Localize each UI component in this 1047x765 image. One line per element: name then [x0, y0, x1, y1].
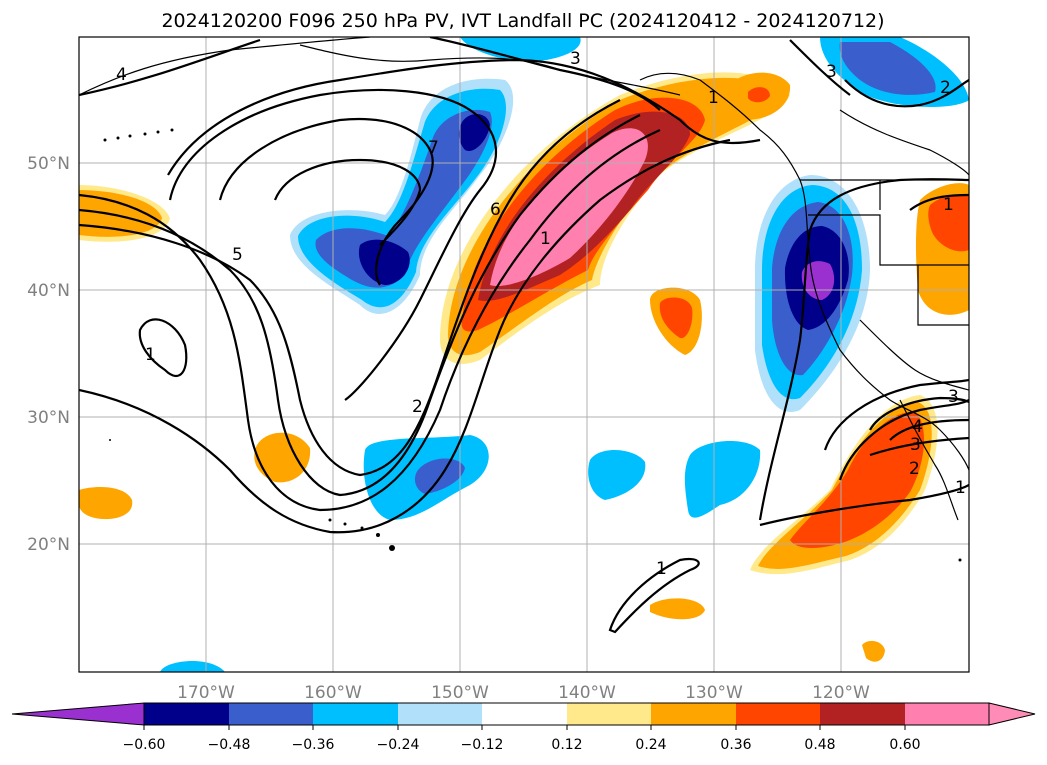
lon-tick-label: 130°W: [685, 683, 743, 703]
coastlines: [79, 37, 969, 521]
contour-label: 3: [826, 62, 837, 82]
contour-label: 1: [708, 88, 719, 108]
lon-tick-label: 140°W: [558, 683, 616, 703]
colorbar-bin: [651, 703, 736, 725]
contour-label: 3: [910, 435, 921, 455]
positive-anomaly-mid-inner: [659, 297, 693, 339]
colorbar-bin: [229, 703, 313, 725]
contour-label: 2: [940, 78, 951, 98]
colorbar-tick-label: 0.60: [889, 737, 920, 753]
colorbar-tick-label: 0.24: [635, 737, 666, 753]
negative-anomaly-top: [460, 37, 581, 62]
map-panel: 4 3 1 3 2 7 5 6 1 1 2 1 1 3 3 4 2 1: [27, 36, 970, 703]
lon-tick-label: 120°W: [812, 683, 870, 703]
contour-label: 5: [232, 245, 243, 265]
lon-tick-label: 170°W: [177, 683, 235, 703]
positive-anomaly-south-small: [862, 640, 885, 662]
colorbar-tick-label: −0.60: [123, 737, 166, 753]
map-frame: [78, 36, 970, 673]
negative-anomaly-nw-036: [315, 109, 492, 288]
lat-tick-label: 30°N: [27, 408, 70, 428]
contour-label: 1: [943, 195, 954, 215]
contour-label: 3: [948, 387, 959, 407]
colorbar-tick-label: 0.36: [720, 737, 751, 753]
contour-label: 2: [909, 459, 920, 479]
colorbar-tick-label: −0.12: [461, 737, 504, 753]
colorbar-extend-low: [11, 702, 145, 726]
positive-anomaly-west-low: [79, 487, 133, 520]
longitude-ticks: 170°W 160°W 150°W 140°W 130°W 120°W: [177, 683, 870, 703]
contour-label: 1: [540, 229, 551, 249]
lat-tick-label: 40°N: [27, 281, 70, 301]
contour-label-group: 4 3 1 3 2 7 5 6 1 1 2 1 1 3 3 4 2 1: [116, 49, 966, 579]
positive-anomaly-west-inner: [79, 190, 162, 237]
contour-label: 4: [912, 417, 923, 437]
colorbar-labels: −0.60 −0.48 −0.36 −0.24 −0.12 0.12 0.24 …: [123, 737, 921, 753]
contour-lines: [79, 37, 969, 634]
negative-anomaly-bottom: [160, 661, 225, 672]
lat-tick-label: 20°N: [27, 535, 70, 555]
colorbar-bin: [313, 703, 398, 725]
contour-label: 1: [145, 345, 156, 365]
colorbar-tick-label: 0.12: [551, 737, 582, 753]
contour-label: 4: [116, 65, 127, 85]
contour-label: 1: [656, 559, 667, 579]
colorbar-tick-label: −0.48: [208, 737, 251, 753]
positive-anomaly-south: [650, 598, 705, 620]
positive-anomaly-sw-036: [790, 411, 925, 548]
colorbar-bin: [820, 703, 905, 725]
negative-anomaly-ne-inner: [839, 42, 936, 95]
negative-anomaly-nw-048-b: [458, 114, 490, 151]
pv-positive-small-1-core: [748, 87, 770, 103]
contour-label: 6: [490, 200, 501, 220]
colorbar-tick-label: −0.36: [292, 737, 335, 753]
islands: [103, 128, 962, 562]
contour-label: 7: [428, 138, 439, 158]
colorbar-tick-label: −0.24: [377, 737, 420, 753]
contour-label: 2: [412, 397, 423, 417]
negative-anomaly-nw-048: [358, 239, 410, 285]
positive-anomaly-hawaii-west: [254, 432, 311, 483]
colorbar-bin: [398, 703, 482, 725]
colorbar-bin: [567, 703, 651, 725]
colorbar-tick-label: 0.48: [804, 737, 835, 753]
colorbar-bin: [144, 703, 229, 725]
colorbar-ticks: [143, 725, 906, 730]
lon-tick-label: 160°W: [304, 683, 362, 703]
figure-title: 2024120200 F096 250 hPa PV, IVT Landfall…: [161, 10, 884, 32]
graticule: [79, 37, 969, 672]
latitude-ticks: 50°N 40°N 30°N 20°N: [27, 154, 70, 555]
lat-tick-label: 50°N: [27, 154, 70, 174]
negative-anomaly-south-2: [684, 440, 761, 518]
colorbar-bin: [736, 703, 820, 725]
colorbar: −0.60 −0.48 −0.36 −0.24 −0.12 0.12 0.24 …: [11, 702, 1036, 753]
contour-label: 1: [955, 478, 966, 498]
negative-anomaly-south-1: [588, 450, 646, 500]
colorbar-extend-high: [988, 702, 1036, 726]
positive-anomaly-east-inner: [928, 194, 969, 252]
lon-tick-label: 150°W: [431, 683, 489, 703]
positive-anomaly-060: [490, 128, 648, 287]
contour-label: 3: [570, 49, 581, 69]
colorbar-bin: [905, 703, 989, 725]
colorbar-bin: [482, 703, 567, 725]
